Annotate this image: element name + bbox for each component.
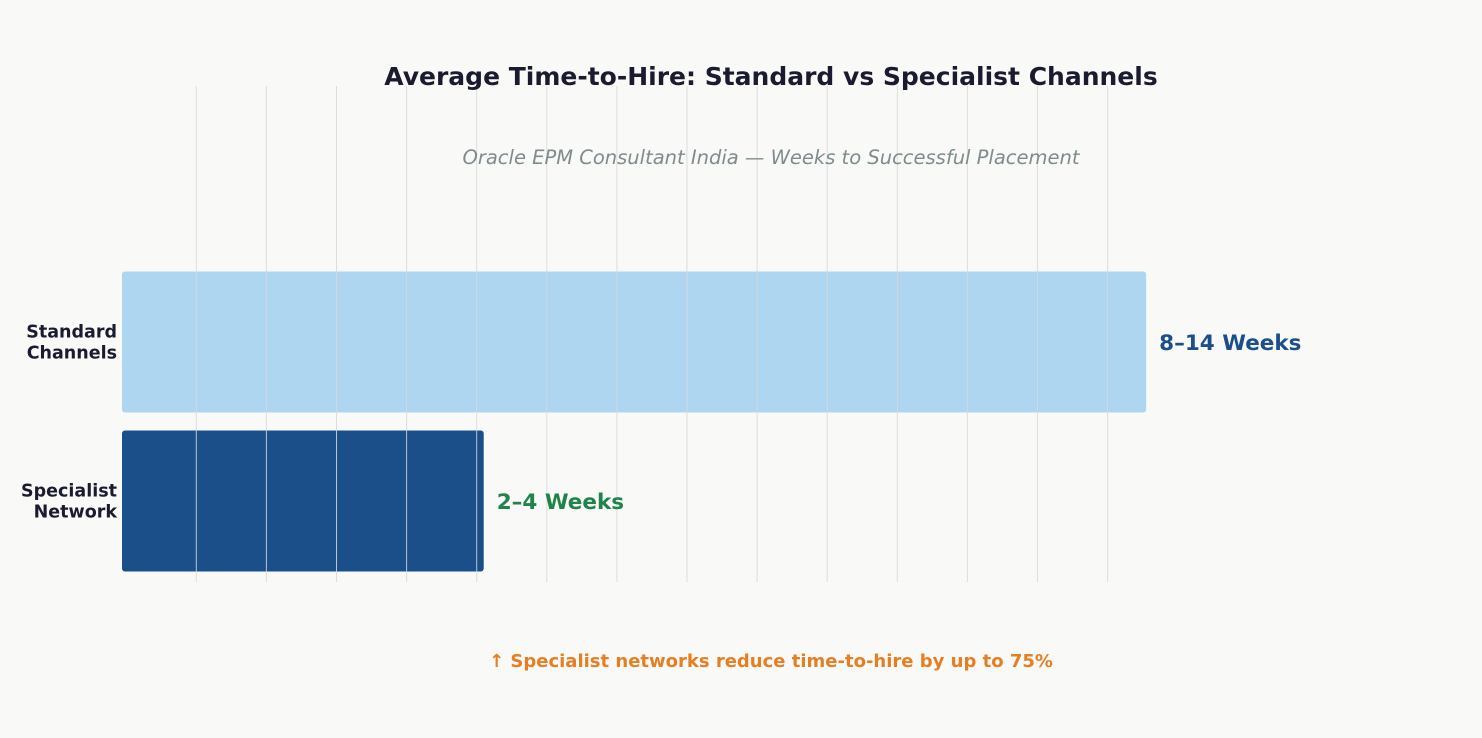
grid-layer: [195, 86, 1109, 582]
bar-1: [122, 430, 484, 572]
chart-title: Average Time-to-Hire: Standard vs Specia…: [384, 62, 1157, 91]
category-label-1: Specialist Network: [21, 482, 117, 523]
category-label-0: Standard Channels: [26, 323, 117, 364]
bar-value-label-1: 2–4 Weeks: [497, 490, 624, 515]
bars-layer: [122, 271, 1147, 572]
bar-0: [122, 271, 1147, 413]
chart-subtitle: Oracle EPM Consultant India — Weeks to S…: [462, 146, 1080, 169]
chart-footnote: ↑ Specialist networks reduce time-to-hir…: [489, 651, 1053, 672]
labels-layer: 8–14 Weeks Standard Channels 2–4 Weeks Speci…: [21, 323, 1301, 523]
bar-value-label-0: 8–14 Weeks: [1159, 331, 1301, 356]
